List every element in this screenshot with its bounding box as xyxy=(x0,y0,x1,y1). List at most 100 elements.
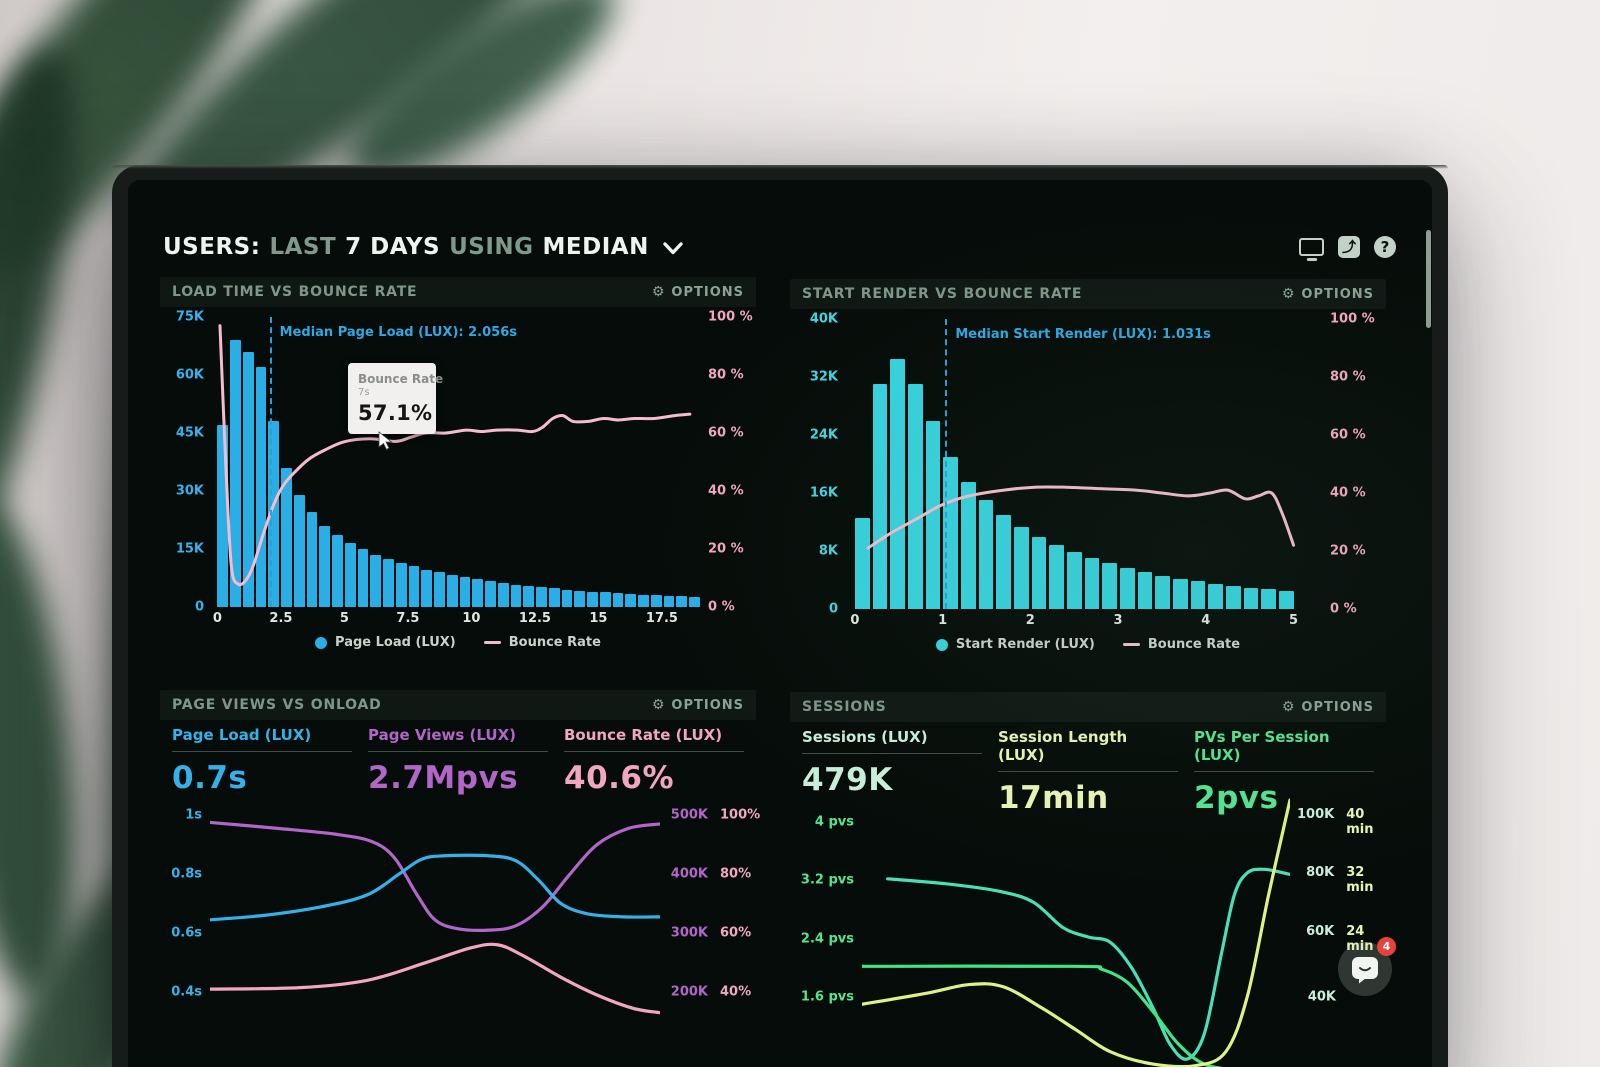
y-tick: 60 % xyxy=(1330,427,1366,443)
gear-icon: ⚙ xyxy=(651,284,666,300)
stat-underline xyxy=(564,751,744,752)
median-annotation: Median Start Render (LUX): 1.031s xyxy=(955,327,1211,342)
y-tick: 40 % xyxy=(708,483,744,499)
x-tick: 7.5 xyxy=(396,611,420,626)
x-tick: 0 xyxy=(850,613,860,628)
y-axis-right: 100K 40 min 80K 32 min 60K 24 min 40K xyxy=(1294,792,1394,1067)
bar xyxy=(523,586,535,607)
y-tick: 80 % xyxy=(708,367,744,383)
options-button[interactable]: ⚙ OPTIONS xyxy=(652,285,744,300)
panel-load-time-vs-bounce-rate: LOAD TIME VS BOUNCE RATE ⚙ OPTIONS 75K 60… xyxy=(160,277,756,677)
x-tick: 5 xyxy=(1289,613,1299,628)
legend-item: Bounce Rate xyxy=(1122,637,1240,652)
bar xyxy=(996,514,1011,609)
users-range-dropdown[interactable]: USERS: LAST 7 DAYS USING MEDIAN xyxy=(163,234,684,260)
y-tick: 60K xyxy=(175,367,204,383)
panel-title: PAGE VIEWS VS ONLOAD xyxy=(172,697,382,713)
bar xyxy=(472,579,484,607)
tooltip-value: 57.1% xyxy=(358,401,433,425)
y-axis-left: 75K 60K 45K 30K 15K 0 xyxy=(166,310,204,615)
stat-label: Page Load (LUX) xyxy=(172,726,312,744)
page-views-chart-plot[interactable] xyxy=(210,790,660,1067)
panel-page-views-vs-onload: PAGE VIEWS VS ONLOAD ⚙ OPTIONS Page Load… xyxy=(160,690,760,1067)
y-tick: 30K xyxy=(175,483,204,499)
bar xyxy=(459,577,471,607)
bar xyxy=(612,593,624,607)
y-tick: 40 min xyxy=(1346,806,1374,837)
y-tick: 40 % xyxy=(1330,485,1366,501)
options-label: OPTIONS xyxy=(1301,699,1374,715)
y-tick: 200K xyxy=(670,984,708,1000)
bar xyxy=(446,574,458,607)
bar xyxy=(217,425,229,607)
stat-value: 2.7Mpvs xyxy=(368,760,519,796)
bar xyxy=(383,558,394,607)
lines-layer xyxy=(862,792,1290,1067)
bars-layer xyxy=(854,319,1294,609)
stat-underline xyxy=(802,753,982,754)
legend-item: Bounce Rate xyxy=(483,635,601,650)
monitor-icon[interactable] xyxy=(1299,237,1324,256)
chat-button[interactable]: 4 xyxy=(1338,937,1396,996)
options-button[interactable]: ⚙ OPTIONS xyxy=(1282,700,1374,715)
y-tick: 300K xyxy=(670,925,708,941)
sessions-chart-plot[interactable] xyxy=(862,792,1290,1067)
bar xyxy=(293,494,305,607)
bar xyxy=(548,588,560,607)
bar xyxy=(230,340,241,607)
bar xyxy=(485,581,496,607)
bar xyxy=(890,358,905,609)
bar xyxy=(255,367,267,607)
y-tick: 45K xyxy=(175,425,204,441)
options-label: OPTIONS xyxy=(671,697,744,713)
stat-block: Bounce Rate (LUX) 40.6% xyxy=(564,726,744,796)
bar xyxy=(1119,567,1135,609)
x-tick: 3 xyxy=(1113,613,1123,628)
options-button[interactable]: ⚙ OPTIONS xyxy=(1282,287,1374,302)
share-icon[interactable]: ⤴ xyxy=(1338,236,1360,258)
start-render-chart-plot[interactable]: Median Start Render (LUX): 1.031s 0 1 2 3 4 5 xyxy=(848,319,1305,628)
bar xyxy=(960,482,976,609)
title-part: USING xyxy=(449,234,534,260)
stat-block: Page Load (LUX) 0.7s xyxy=(172,726,352,796)
y-tick: 4 pvs xyxy=(814,814,854,830)
help-icon[interactable]: ? xyxy=(1374,236,1396,258)
right-axis-row: 300K 60% xyxy=(666,926,762,941)
y-tick: 0.6s xyxy=(171,925,202,941)
y-tick: 32 min xyxy=(1346,865,1374,896)
lines-layer xyxy=(210,790,660,1067)
right-axis-row: 200K 40% xyxy=(666,985,762,1000)
scrollbar-thumb[interactable] xyxy=(1426,230,1431,328)
chat-badge: 4 xyxy=(1377,937,1396,956)
legend-marker xyxy=(935,638,948,651)
bar xyxy=(306,512,318,607)
y-tick: 15K xyxy=(175,541,204,557)
y-tick: 60K xyxy=(1306,923,1335,939)
stat-label: Sessions (LUX) xyxy=(802,728,928,746)
median-annotation: Median Page Load (LUX): 2.056s xyxy=(279,325,517,340)
y-tick: 16K xyxy=(809,485,838,501)
median-line xyxy=(269,317,272,607)
bar xyxy=(268,421,280,607)
bars-layer xyxy=(217,317,700,607)
panel-start-render-vs-bounce-rate: START RENDER VS BOUNCE RATE ⚙ OPTIONS 40… xyxy=(790,279,1386,677)
options-button[interactable]: ⚙ OPTIONS xyxy=(652,698,744,713)
y-tick: 100 % xyxy=(1330,311,1375,327)
y-tick: 500K xyxy=(670,807,708,823)
tooltip-x-value: 7s xyxy=(358,387,370,398)
stat-underline xyxy=(368,751,548,752)
load-time-chart-plot[interactable]: Median Page Load (LUX): 2.056s Bounce Ra… xyxy=(210,317,705,626)
header-icons: ⤴ ? xyxy=(1299,235,1396,260)
bar xyxy=(510,584,522,607)
legend-marker xyxy=(315,636,328,649)
bar xyxy=(1278,590,1294,609)
bar xyxy=(925,420,941,609)
y-axis-right: 100 % 80 % 60 % 40 % 20 % 0 % xyxy=(1330,312,1386,617)
gear-icon: ⚙ xyxy=(1281,286,1296,302)
bar xyxy=(650,595,662,607)
legend-marker xyxy=(1122,643,1140,646)
stat-underline xyxy=(172,751,352,752)
stat-label: PVs Per Session (LUX) xyxy=(1194,728,1330,764)
chat-bubble-icon xyxy=(1352,956,1378,983)
